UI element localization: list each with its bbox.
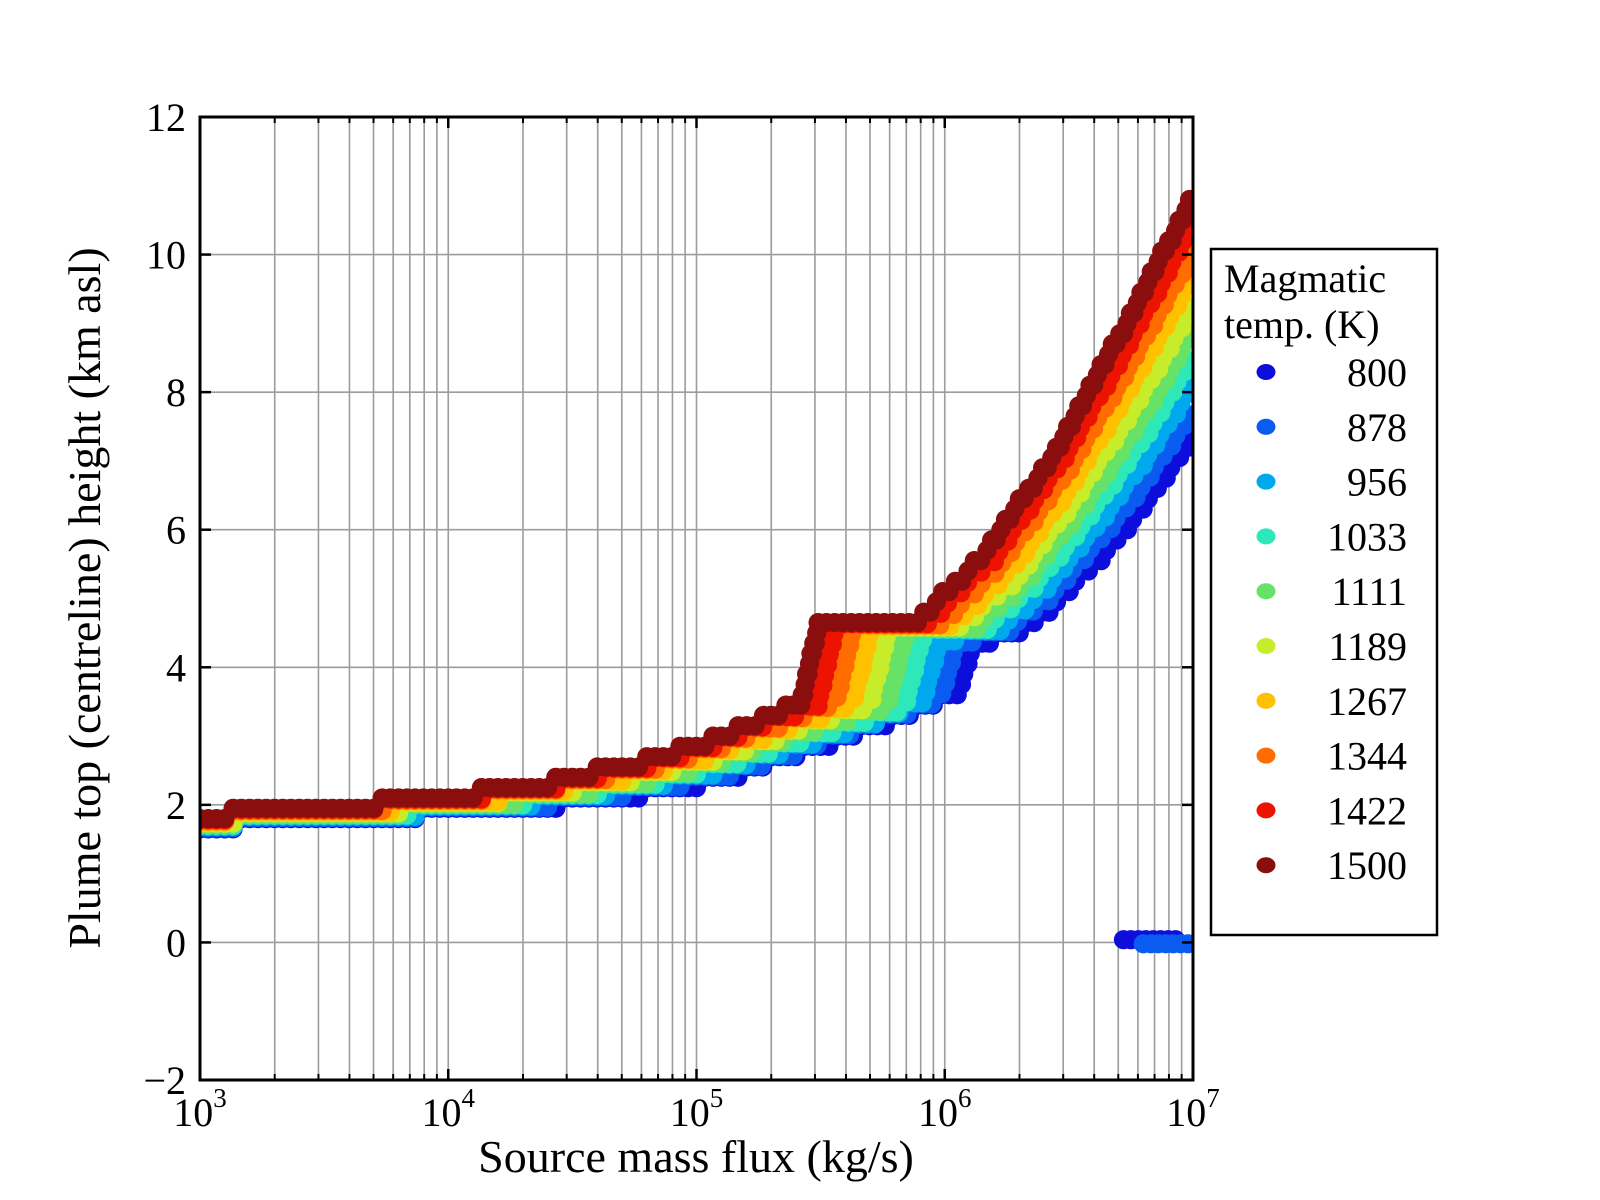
legend-item-1033: 1033 [1256, 514, 1407, 559]
legend-item-878: 878 [1256, 405, 1407, 450]
x-tick-label-10e7: 107 [1166, 1083, 1220, 1135]
legend-label-1267: 1267 [1327, 679, 1407, 724]
legend-marker-1189 [1256, 638, 1276, 654]
legend-label-1344: 1344 [1327, 734, 1407, 779]
x-tick-label-10e3: 103 [173, 1083, 227, 1135]
y-tick-label--2: −2 [143, 1058, 186, 1103]
legend-marker-1344 [1256, 747, 1276, 764]
collapse-series-878 [1133, 934, 1193, 954]
legend-marker-1111 [1256, 583, 1276, 600]
legend-label-800: 800 [1347, 350, 1407, 395]
legend-label-1500: 1500 [1327, 843, 1407, 888]
legend-marker-1422 [1256, 802, 1276, 819]
y-tick-label-8: 8 [166, 370, 186, 415]
legend-items: 800 878 956 1033 1111 1189 1267 1344 1422 1500 [1256, 350, 1407, 888]
x-tick-label-10e4: 104 [422, 1083, 476, 1135]
legend-label-1033: 1033 [1327, 514, 1407, 559]
legend: Magmatic temp. (K) 800 878 956 1033 1111 1189… [1209, 247, 1439, 937]
legend-marker-956 [1256, 473, 1276, 490]
legend-label-956: 956 [1347, 460, 1407, 505]
legend-title-line2: temp. (K) [1224, 302, 1380, 347]
legend-item-956: 956 [1256, 460, 1407, 505]
x-tick-label-10e6: 106 [918, 1083, 972, 1135]
series-1500 [200, 189, 1193, 829]
axis-ticks [198, 115, 1195, 1082]
legend-item-1267: 1267 [1256, 679, 1407, 724]
x-tick-labels: 103 104 105 106 107 [173, 1083, 1220, 1135]
legend-marker-878 [1256, 418, 1276, 435]
y-axis-label: Plume top (centreline) height (km asl) [59, 247, 110, 948]
x-axis-label: Source mass flux (kg/s) [478, 1131, 914, 1182]
legend-title-line1: Magmatic [1224, 256, 1386, 301]
legend-item-1422: 1422 [1256, 788, 1407, 833]
legend-item-1500: 1500 [1256, 843, 1407, 888]
legend-item-800: 800 [1256, 350, 1407, 395]
x-tick-label-10e5: 105 [670, 1083, 724, 1135]
legend-box [1209, 247, 1439, 937]
y-tick-label-4: 4 [166, 645, 186, 690]
scatter-points-layer [200, 189, 1193, 954]
y-tick-labels: −2 0 2 4 6 8 10 12 [143, 95, 186, 1103]
y-tick-label-6: 6 [166, 508, 186, 553]
y-tick-label-12: 12 [146, 95, 186, 140]
legend-label-1111: 1111 [1331, 569, 1407, 614]
legend-marker-1500 [1256, 857, 1276, 874]
legend-item-1344: 1344 [1256, 734, 1407, 779]
legend-item-1111: 1111 [1256, 569, 1407, 614]
legend-marker-800 [1256, 364, 1276, 380]
legend-label-1189: 1189 [1328, 624, 1407, 669]
legend-label-1422: 1422 [1327, 788, 1407, 833]
legend-item-1189: 1189 [1256, 624, 1407, 669]
legend-marker-1033 [1256, 528, 1276, 545]
y-tick-label-10: 10 [146, 233, 186, 278]
legend-label-878: 878 [1347, 405, 1407, 450]
y-tick-label-0: 0 [166, 920, 186, 965]
y-tick-label-2: 2 [166, 783, 186, 828]
legend-marker-1267 [1256, 692, 1276, 709]
